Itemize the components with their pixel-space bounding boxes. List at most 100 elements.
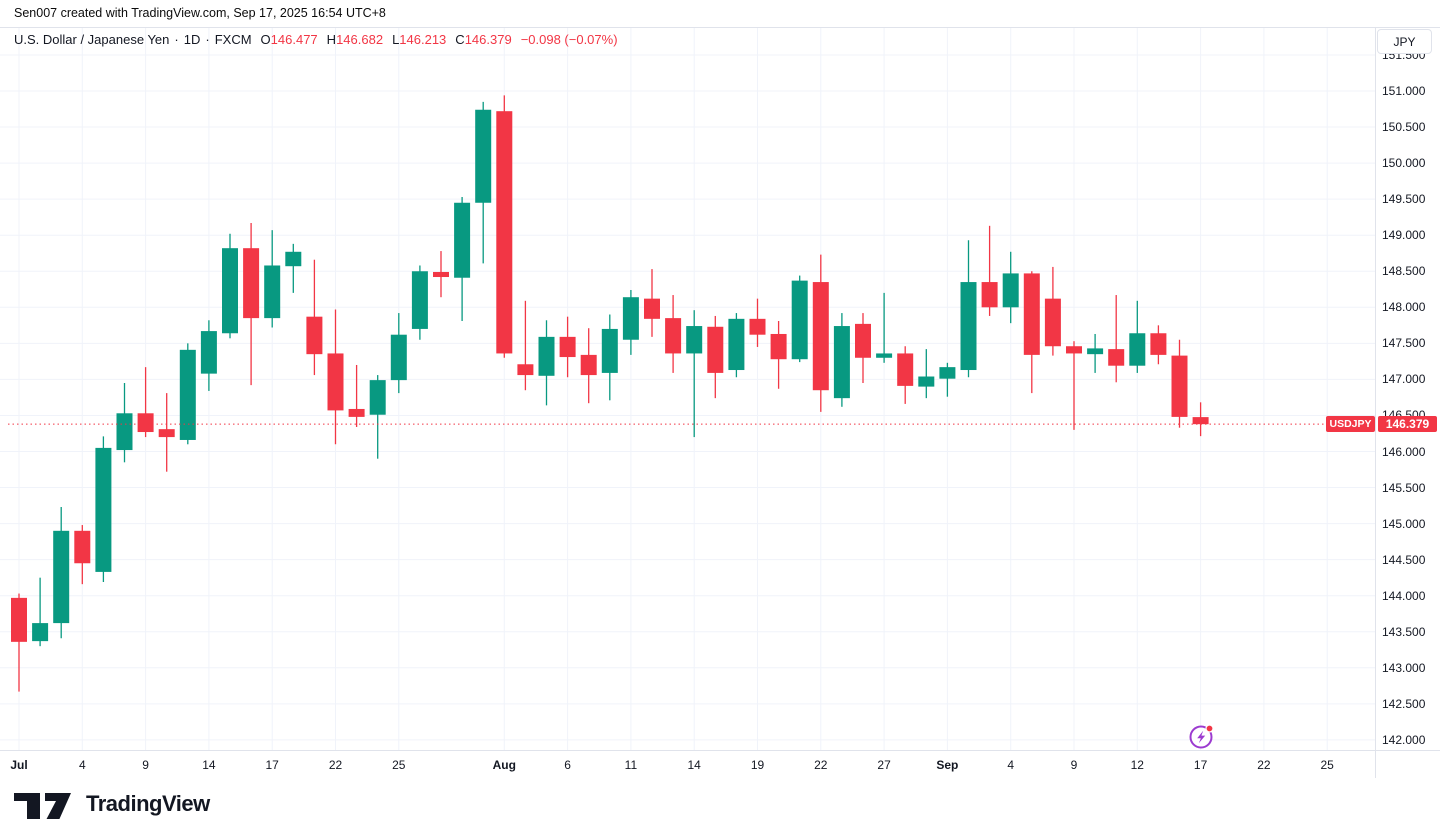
candle-body bbox=[53, 530, 70, 624]
price-axis-label: 143.000 bbox=[1382, 660, 1426, 675]
candle-body bbox=[264, 265, 281, 319]
candle-body bbox=[686, 326, 703, 354]
ohlc-low: L146.213 bbox=[392, 32, 447, 47]
candle-body bbox=[369, 380, 386, 415]
time-axis-label: 25 bbox=[392, 758, 406, 772]
symbol-exchange[interactable]: FXCM bbox=[214, 32, 252, 47]
time-axis-label: 19 bbox=[750, 758, 765, 772]
ohlc-close: C146.379 bbox=[455, 32, 512, 47]
candle-body bbox=[390, 334, 407, 381]
candle-body bbox=[327, 353, 344, 411]
candle-body bbox=[918, 376, 935, 387]
candle-body bbox=[1002, 273, 1019, 308]
legend-separator: · bbox=[174, 32, 179, 47]
candle-body bbox=[791, 280, 808, 360]
candle-body bbox=[728, 318, 745, 371]
candle-body bbox=[243, 248, 260, 319]
legend-separator: · bbox=[205, 32, 210, 47]
candle-body bbox=[770, 333, 787, 360]
price-axis-label: 148.500 bbox=[1382, 264, 1426, 279]
candle-body bbox=[559, 336, 576, 358]
candle-body bbox=[1108, 349, 1125, 366]
time-axis-label: 11 bbox=[624, 758, 638, 772]
candle-body bbox=[876, 353, 893, 358]
time-axis-label: 4 bbox=[1007, 758, 1015, 772]
candle-body bbox=[1023, 273, 1040, 355]
candle-body bbox=[707, 326, 724, 373]
tradingview-logo[interactable]: TradingView bbox=[14, 789, 210, 819]
candle-body bbox=[833, 326, 850, 399]
price-axis-label: 148.000 bbox=[1382, 300, 1426, 315]
candle-body bbox=[517, 364, 534, 376]
candle-body bbox=[158, 429, 175, 438]
symbol-title[interactable]: U.S. Dollar / Japanese Yen bbox=[14, 32, 170, 47]
candle-body bbox=[1044, 298, 1061, 347]
price-axis-label: 145.000 bbox=[1382, 516, 1426, 531]
price-axis-label: 143.500 bbox=[1382, 624, 1426, 639]
time-axis-label: Aug bbox=[492, 758, 516, 772]
candle-body bbox=[1192, 417, 1209, 425]
candle-body bbox=[222, 248, 238, 334]
price-axis-label: 144.500 bbox=[1382, 552, 1426, 567]
price-axis-label: 149.500 bbox=[1382, 192, 1426, 207]
tradingview-logo-text: TradingView bbox=[86, 791, 210, 816]
candle-body bbox=[665, 318, 682, 354]
candle-body bbox=[454, 202, 471, 278]
candle-body bbox=[74, 530, 91, 564]
candle-body bbox=[411, 271, 428, 329]
candle-body bbox=[11, 597, 27, 642]
candle-body bbox=[116, 413, 133, 451]
price-axis-label: 151.000 bbox=[1382, 84, 1426, 98]
price-axis-label: 149.000 bbox=[1382, 228, 1426, 243]
symbol-interval[interactable]: 1D bbox=[183, 32, 201, 47]
time-axis-label: 9 bbox=[142, 758, 149, 772]
candle-body bbox=[1171, 355, 1188, 417]
last-price-badge: 146.379 bbox=[1378, 416, 1437, 433]
candle-body bbox=[433, 271, 449, 278]
ohlc-high: H146.682 bbox=[326, 32, 384, 47]
candle-body bbox=[644, 298, 660, 319]
time-axis-label: 9 bbox=[1070, 758, 1078, 772]
candle-body bbox=[897, 353, 914, 386]
candle-body bbox=[348, 408, 365, 417]
candle-body bbox=[1066, 346, 1082, 354]
candle-body bbox=[200, 331, 217, 374]
candle-body bbox=[32, 623, 49, 642]
price-axis-label: 147.500 bbox=[1382, 336, 1426, 351]
price-axis-label: 150.000 bbox=[1382, 156, 1426, 171]
candle-body bbox=[496, 111, 513, 354]
time-axis-label: 25 bbox=[1320, 758, 1334, 772]
symbol-price-badge: USDJPY bbox=[1326, 416, 1375, 433]
time-axis-label: 6 bbox=[564, 758, 571, 772]
candle-body bbox=[601, 328, 618, 373]
time-axis-label: 14 bbox=[202, 758, 216, 772]
change-value: −0.098 (−0.07%) bbox=[520, 32, 618, 47]
time-axis-label: 17 bbox=[265, 758, 279, 772]
candle-body bbox=[179, 349, 196, 440]
price-axis-label: 147.000 bbox=[1382, 372, 1426, 387]
lightning-bolt-icon bbox=[1197, 730, 1206, 744]
candle-body bbox=[855, 323, 871, 358]
flash-event-icon[interactable] bbox=[1187, 722, 1217, 752]
candle-body bbox=[981, 282, 998, 308]
candle-body bbox=[749, 318, 766, 335]
candle-body bbox=[960, 282, 977, 371]
candle-body bbox=[538, 336, 555, 376]
time-axis-label: 27 bbox=[877, 758, 891, 772]
candle-body bbox=[1129, 333, 1146, 366]
time-axis-label: Jul bbox=[10, 758, 28, 772]
notification-dot bbox=[1205, 724, 1214, 733]
currency-button[interactable]: JPY bbox=[1377, 29, 1432, 54]
candle-body bbox=[137, 413, 154, 433]
candle-body bbox=[812, 282, 829, 391]
tradingview-logo-glyph bbox=[14, 793, 71, 819]
candle-body bbox=[580, 354, 597, 376]
time-axis-label: 4 bbox=[78, 758, 86, 772]
price-axis-label: 146.000 bbox=[1382, 444, 1426, 459]
candle-body bbox=[939, 367, 956, 379]
time-axis-label: 22 bbox=[328, 758, 343, 772]
time-axis-label: Sep bbox=[936, 758, 959, 772]
price-axis-label: 150.500 bbox=[1382, 120, 1426, 135]
